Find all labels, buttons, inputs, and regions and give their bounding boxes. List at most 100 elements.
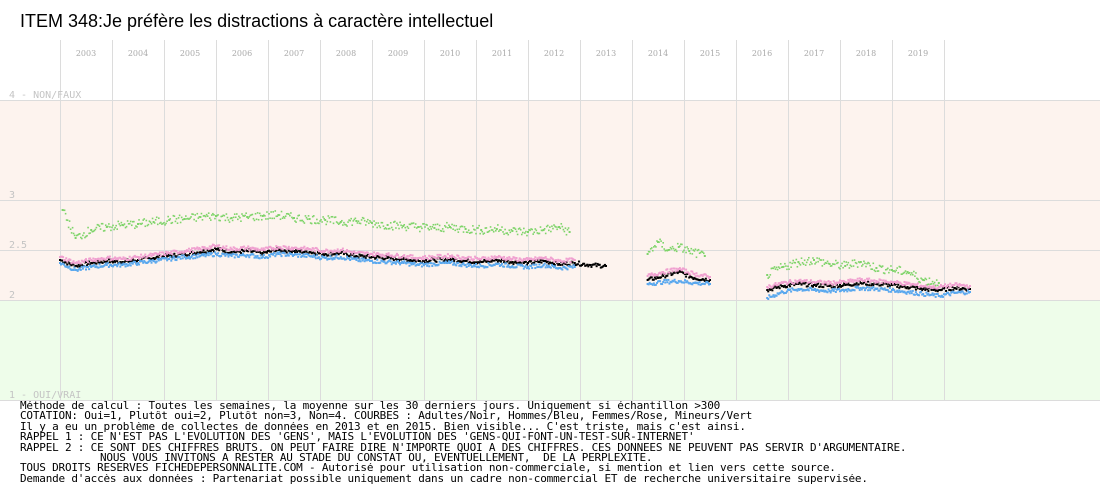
- mark-mineurs: [446, 221, 448, 224]
- mark-mineurs: [338, 222, 341, 224]
- mark-femmes: [960, 284, 963, 287]
- mark-mineurs: [811, 263, 813, 265]
- point-mineurs-1-2: [667, 249, 670, 251]
- mark-mineurs: [899, 266, 902, 268]
- mark-femmes: [263, 249, 266, 252]
- mark-adultes: [171, 256, 174, 259]
- mark-mineurs: [672, 247, 675, 250]
- mark-adultes: [592, 263, 595, 266]
- mark-adultes: [257, 250, 260, 253]
- mark-femmes: [548, 258, 551, 261]
- mark-adultes: [191, 250, 194, 253]
- mark-hommes: [767, 297, 770, 300]
- mark-hommes: [194, 257, 197, 260]
- mark-femmes: [453, 255, 456, 258]
- point-mineurs-2-8: [891, 269, 893, 271]
- mark-hommes: [675, 281, 678, 284]
- mark-mineurs: [676, 242, 679, 245]
- mark-hommes: [146, 261, 149, 264]
- mark-adultes: [307, 252, 310, 255]
- mark-hommes: [829, 291, 832, 294]
- mark-hommes: [903, 290, 906, 293]
- mark-femmes: [684, 271, 687, 274]
- mark-femmes: [112, 258, 115, 261]
- mark-femmes: [275, 245, 278, 248]
- mark-mineurs: [489, 226, 492, 228]
- mark-hommes: [63, 263, 66, 266]
- mark-mineurs: [96, 223, 99, 226]
- mark-hommes: [848, 289, 851, 292]
- mark-mineurs: [905, 272, 908, 275]
- point-adultes-0-11: [230, 251, 233, 253]
- mark-femmes: [855, 280, 858, 283]
- mark-adultes: [117, 262, 120, 265]
- mark-femmes: [291, 248, 294, 251]
- mark-hommes: [679, 280, 682, 283]
- mark-adultes: [912, 285, 915, 288]
- mark-hommes: [322, 256, 325, 259]
- mark-adultes: [175, 255, 178, 258]
- mark-adultes: [66, 263, 69, 266]
- mark-mineurs: [831, 263, 834, 265]
- mark-femmes: [939, 283, 942, 286]
- mark-hommes: [345, 258, 347, 261]
- mark-mineurs: [435, 228, 438, 231]
- mark-hommes: [965, 292, 968, 295]
- mark-adultes: [778, 287, 781, 290]
- mark-femmes: [885, 280, 888, 283]
- mark-mineurs: [909, 273, 912, 276]
- mark-hommes: [858, 289, 861, 292]
- mark-femmes: [658, 272, 661, 275]
- mark-mineurs: [212, 212, 214, 215]
- mark-femmes: [664, 272, 667, 275]
- mark-mineurs: [102, 230, 105, 232]
- mark-mineurs: [482, 233, 485, 235]
- mark-femmes: [311, 247, 314, 250]
- mark-femmes: [419, 257, 422, 260]
- mark-femmes: [181, 251, 184, 254]
- mark-hommes: [839, 290, 841, 293]
- mark-mineurs: [122, 224, 125, 227]
- mark-femmes: [442, 255, 445, 258]
- mark-mineurs: [381, 221, 384, 224]
- mark-femmes: [194, 248, 197, 251]
- mark-mineurs: [75, 234, 78, 237]
- mark-femmes: [965, 284, 968, 287]
- mark-adultes: [829, 284, 832, 287]
- mark-adultes: [447, 258, 450, 261]
- mark-adultes: [420, 261, 423, 264]
- mark-adultes: [660, 276, 663, 279]
- mark-adultes: [697, 278, 700, 281]
- mark-mineurs: [180, 216, 183, 219]
- mark-mineurs: [666, 249, 669, 252]
- mark-adultes: [666, 274, 669, 277]
- mark-mineurs: [481, 230, 484, 233]
- mark-mineurs: [506, 232, 508, 234]
- mark-femmes: [817, 280, 820, 283]
- mark-adultes: [348, 254, 351, 257]
- mark-mineurs: [660, 240, 662, 242]
- mark-mineurs: [350, 217, 352, 220]
- mark-adultes: [227, 252, 230, 255]
- mark-hommes: [127, 264, 130, 267]
- mark-femmes: [333, 249, 336, 252]
- mark-adultes: [555, 260, 558, 263]
- mark-femmes: [547, 258, 550, 261]
- mark-hommes: [518, 263, 521, 266]
- point-adultes-0-22: [402, 258, 405, 260]
- mark-hommes: [850, 289, 853, 292]
- mark-adultes: [170, 254, 173, 257]
- mark-hommes: [101, 265, 104, 268]
- mark-mineurs: [222, 214, 225, 217]
- mark-mineurs: [307, 215, 310, 217]
- mark-mineurs: [218, 219, 220, 222]
- mark-mineurs: [136, 226, 138, 228]
- mark-mineurs: [361, 216, 364, 219]
- mark-hommes: [823, 290, 826, 293]
- mark-femmes: [519, 258, 522, 261]
- mark-mineurs: [835, 259, 837, 262]
- mark-mineurs: [798, 262, 801, 265]
- mark-femmes: [917, 282, 919, 285]
- mark-hommes: [776, 292, 779, 295]
- mark-femmes: [430, 258, 433, 261]
